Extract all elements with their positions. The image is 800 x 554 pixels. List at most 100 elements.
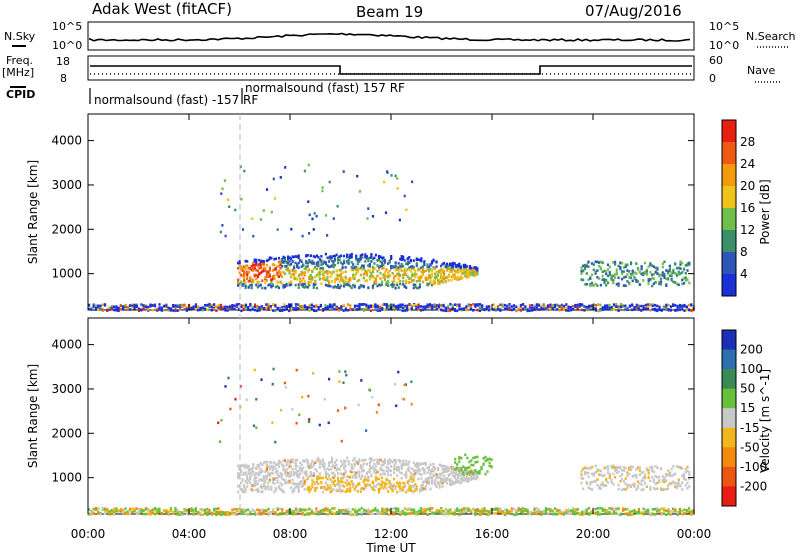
heatmap-cell <box>553 511 557 514</box>
heatmap-cell <box>337 467 340 470</box>
heatmap-cell <box>421 273 424 276</box>
heatmap-cell <box>464 466 467 470</box>
heatmap-cell <box>408 303 411 306</box>
heatmap-cell <box>311 485 314 489</box>
heatmap-cell <box>242 304 245 307</box>
heatmap-cell <box>280 483 284 487</box>
heatmap-cell <box>442 309 445 312</box>
heatmap-cell <box>267 472 270 475</box>
heatmap-cell <box>341 271 344 274</box>
power-bar-swatch-0 <box>722 120 736 143</box>
heatmap-cell <box>403 309 407 312</box>
heatmap-cell <box>321 490 324 494</box>
heatmap-cell <box>486 470 489 473</box>
heatmap-cell <box>403 271 406 275</box>
heatmap-cell <box>408 466 411 469</box>
heatmap-cell <box>393 265 396 269</box>
heatmap-cell <box>352 485 355 488</box>
heatmap-cell <box>499 308 502 311</box>
heatmap-cell <box>647 265 650 268</box>
heatmap-cell <box>515 509 518 512</box>
heatmap-cell <box>687 308 691 312</box>
heatmap-cell <box>343 259 346 263</box>
heatmap-cell <box>522 510 525 513</box>
heatmap-cell <box>142 304 145 308</box>
heatmap-cell <box>322 510 325 514</box>
time-label-2: 08:00 <box>273 527 308 541</box>
heatmap-cell <box>300 467 303 471</box>
heatmap-cell <box>410 306 413 309</box>
heatmap-cell <box>351 508 354 511</box>
heatmap-cell <box>597 513 600 516</box>
heatmap-cell <box>296 277 299 281</box>
heatmap-cell <box>647 469 650 472</box>
heatmap-cell <box>619 466 622 470</box>
heatmap-cell <box>472 512 475 515</box>
heatmap-cell <box>433 272 437 276</box>
heatmap-cell <box>467 304 470 308</box>
heatmap-cell <box>144 508 147 511</box>
heatmap-cell <box>371 270 374 274</box>
heatmap-cell <box>402 264 405 268</box>
heatmap-cell <box>388 269 391 273</box>
heatmap-cell <box>291 458 294 461</box>
heatmap-cell <box>396 466 399 470</box>
heatmap-cell <box>267 481 270 485</box>
heatmap-cell <box>458 277 461 281</box>
heatmap-cell <box>274 267 277 270</box>
heatmap-cell <box>533 511 536 515</box>
heatmap-cell <box>474 469 477 472</box>
heatmap-cell <box>274 488 277 492</box>
heatmap-cell <box>347 278 350 281</box>
heatmap-cell <box>258 306 261 309</box>
heatmap-cell <box>393 464 396 468</box>
heatmap-cell <box>329 265 332 268</box>
heatmap-cell <box>528 511 532 514</box>
heatmap-cell <box>267 270 270 273</box>
heatmap-cell <box>341 463 344 466</box>
heatmap-cell <box>328 511 332 514</box>
heatmap-cell <box>343 280 346 283</box>
heatmap-cell <box>350 470 353 474</box>
heatmap-cell <box>251 308 254 311</box>
heatmap-cell <box>318 423 321 427</box>
heatmap-cell <box>601 270 604 274</box>
heatmap-cell <box>264 479 267 482</box>
heatmap-cell <box>365 270 368 274</box>
heatmap-cell <box>252 263 255 267</box>
heatmap-cell <box>569 308 572 312</box>
heatmap-cell <box>262 260 265 263</box>
heatmap-cell <box>431 308 434 311</box>
heatmap-cell <box>585 508 588 511</box>
heatmap-cell <box>397 274 400 277</box>
heatmap-cell <box>256 482 259 485</box>
heatmap-cell <box>352 273 355 277</box>
heatmap-cell <box>603 278 606 281</box>
heatmap-cell <box>526 307 529 311</box>
heatmap-cell <box>642 511 645 514</box>
heatmap-cell <box>299 305 302 308</box>
heatmap-cell <box>376 458 379 462</box>
heatmap-cell <box>256 281 259 285</box>
heatmap-cell <box>610 306 613 309</box>
heatmap-cell <box>201 308 204 312</box>
heatmap-cell <box>194 507 197 511</box>
heatmap-cell <box>513 307 516 310</box>
heatmap-cell <box>470 469 473 472</box>
heatmap-cell <box>385 268 388 271</box>
heatmap-cell <box>603 269 606 273</box>
heatmap-cell <box>277 465 281 468</box>
heatmap-cell <box>327 270 331 274</box>
heatmap-cell <box>447 466 450 470</box>
heatmap-cell <box>355 460 358 463</box>
heatmap-cell <box>412 479 415 482</box>
heatmap-cell <box>288 512 291 515</box>
heatmap-cell <box>408 261 411 264</box>
heatmap-cell <box>306 486 309 490</box>
heatmap-cell <box>172 309 175 312</box>
heatmap-cell <box>658 282 661 285</box>
heatmap-cell <box>258 266 261 270</box>
heatmap-cell <box>367 470 370 474</box>
heatmap-cell <box>658 274 661 278</box>
heatmap-cell <box>203 512 207 515</box>
